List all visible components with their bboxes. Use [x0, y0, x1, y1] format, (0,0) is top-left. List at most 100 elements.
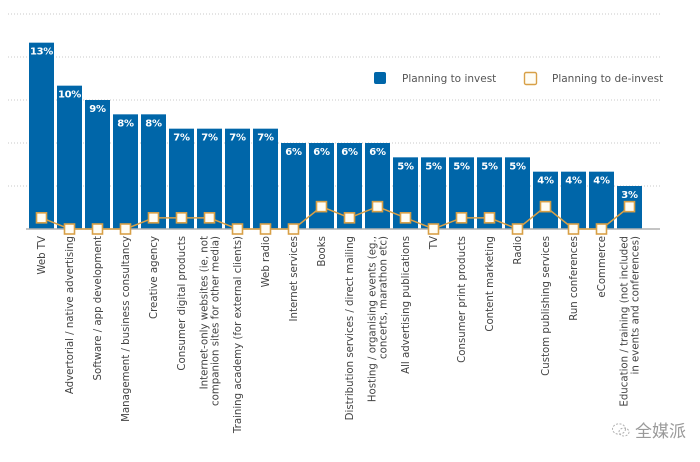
bar-data-label: 8%: [145, 118, 162, 129]
category-label-line: Books: [317, 236, 328, 267]
category-label-line: Internet services: [289, 236, 300, 322]
category-label-line: Education / training (not included: [620, 236, 631, 407]
category-label: Education / training (not included in eve…: [620, 236, 642, 407]
category-label: Custom publishing services: [541, 236, 552, 376]
legend-label-invest: Planning to invest: [402, 73, 496, 85]
bar-data-label: 7%: [257, 133, 274, 144]
category-label-line: Hosting / organising events (eg.,: [368, 236, 379, 402]
deinvest-marker: [567, 223, 580, 235]
deinvest-marker: [63, 223, 76, 235]
bar-data-label: 8%: [117, 118, 134, 129]
bar: [589, 171, 614, 229]
legend-label-deinvest: Planning to de-invest: [552, 73, 663, 85]
category-label: Web TV: [37, 236, 48, 275]
bar-data-label: 6%: [369, 147, 386, 158]
deinvest-marker: [315, 200, 328, 213]
legend-swatch-deinvest: [523, 71, 538, 86]
bar-data-label: 13%: [30, 47, 53, 58]
deinvest-marker: [539, 200, 552, 213]
bar-data-label: 4%: [593, 176, 610, 187]
bar: [533, 171, 558, 229]
category-label: Books: [317, 236, 328, 267]
deinvest-marker: [455, 212, 468, 224]
deinvest-marker: [91, 223, 104, 235]
bar-data-label: 3%: [621, 190, 638, 201]
category-label: Content marketing: [485, 236, 496, 332]
deinvest-marker: [595, 223, 608, 235]
legend: Planning to invest Planning to de-invest: [374, 71, 663, 86]
deinvest-marker: [483, 212, 496, 224]
deinvest-marker: [175, 212, 188, 224]
category-label: eCommerce: [597, 236, 608, 298]
bar: [253, 128, 278, 229]
bar: [141, 114, 166, 229]
bar-data-label: 6%: [313, 147, 330, 158]
bar-data-label: 5%: [453, 161, 470, 172]
category-label: Consumer digital products: [177, 236, 188, 371]
category-label-line: Advertorial / native advertising: [65, 236, 76, 394]
bar-data-label: 5%: [425, 161, 442, 172]
category-label-line: Radio: [513, 236, 524, 265]
category-label: Advertorial / native advertising: [65, 236, 76, 394]
category-label-line: eCommerce: [597, 236, 608, 298]
bar: [505, 157, 530, 229]
category-label-line: All advertising publications: [401, 236, 412, 374]
category-label: Creative agency: [149, 236, 160, 319]
deinvest-marker: [623, 200, 636, 213]
category-label-line: in events and conferences): [631, 236, 642, 375]
category-label: Consumer print products: [457, 236, 468, 363]
watermark: 全媒派: [611, 417, 686, 442]
deinvest-marker: [287, 223, 300, 235]
category-label-line: Internet-only websites (ie, not: [200, 236, 211, 389]
category-label: Software / app development: [93, 236, 104, 380]
category-label-line: Software / app development: [93, 236, 104, 380]
bar: [421, 157, 446, 229]
watermark-text: 全媒派: [635, 422, 686, 442]
category-label-line: Custom publishing services: [541, 236, 552, 376]
deinvest-marker: [511, 223, 524, 235]
deinvest-marker: [119, 223, 132, 235]
category-label: Web radio: [261, 236, 272, 287]
deinvest-marker: [203, 212, 216, 224]
bar-data-label: 7%: [173, 133, 190, 144]
bar-data-label: 5%: [509, 161, 526, 172]
bar-data-label: 6%: [341, 147, 358, 158]
bar: [57, 85, 82, 230]
category-label-line: Web radio: [261, 236, 272, 287]
category-label: Distribution services / direct mailing: [345, 236, 356, 420]
bar-data-label: 4%: [537, 176, 554, 187]
category-label: Training academy (for external clients): [233, 236, 244, 434]
category-label: Hosting / organising events (eg., concert…: [368, 236, 390, 402]
series-planning-to-deinvest: [35, 200, 636, 235]
bar: [85, 100, 110, 229]
category-label: Internet services: [289, 236, 300, 322]
bar: [309, 143, 334, 229]
deinvest-marker: [147, 212, 160, 224]
category-label-line: Run conferences: [569, 236, 580, 321]
category-label: Radio: [513, 236, 524, 265]
bar: [561, 171, 586, 229]
bar-data-label: 9%: [89, 104, 106, 115]
category-label: Internet-only websites (ie, not companion…: [200, 236, 222, 406]
category-label: Management / business consultancy: [121, 236, 132, 422]
bar-data-label: 10%: [58, 90, 81, 101]
bar-data-label: 5%: [397, 161, 414, 172]
category-label-line: Consumer digital products: [177, 236, 188, 371]
deinvest-line: [41, 205, 630, 230]
deinvest-marker: [343, 212, 356, 224]
category-label-line: Web TV: [37, 236, 48, 275]
category-label-line: Training academy (for external clients): [233, 236, 244, 434]
bars-planning-to-invest: 13% 10% 9% 8% 8% 7% 7% 7% 7% 6% 6% 6% 6% 5% 5% 5% 5% 5% 4%…: [29, 42, 642, 230]
category-label-line: Content marketing: [485, 236, 496, 332]
wechat-icon: [612, 422, 630, 436]
deinvest-marker: [35, 212, 48, 224]
category-label: TV: [429, 236, 440, 250]
category-label-line: concerts, marathon etc): [379, 236, 390, 359]
category-labels: Web TV Advertorial / native advertising So…: [37, 236, 642, 434]
category-label-line: companion sites for other media): [211, 236, 222, 406]
category-label: Run conferences: [569, 236, 580, 321]
deinvest-marker: [399, 212, 412, 224]
category-label-line: Consumer print products: [457, 236, 468, 363]
bar-data-label: 7%: [229, 133, 246, 144]
category-label-line: Management / business consultancy: [121, 236, 132, 422]
